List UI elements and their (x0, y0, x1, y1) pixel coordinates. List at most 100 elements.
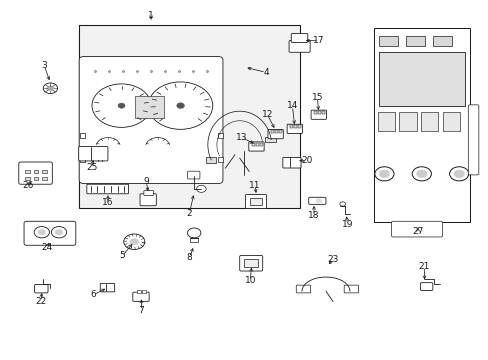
Bar (420, 112, 437, 131)
Bar (293, 125, 296, 128)
Text: 13: 13 (236, 133, 247, 142)
Circle shape (176, 103, 184, 108)
Circle shape (378, 170, 389, 178)
Bar (278, 130, 281, 134)
Bar (25, 177, 30, 180)
Bar (25, 170, 30, 172)
FancyBboxPatch shape (420, 283, 432, 291)
Text: 26: 26 (22, 181, 34, 190)
Text: 18: 18 (307, 211, 319, 220)
Circle shape (315, 199, 321, 203)
Bar (34, 177, 39, 180)
Bar (378, 51, 464, 106)
Bar (244, 259, 257, 267)
Bar (34, 170, 39, 172)
Text: 10: 10 (244, 276, 256, 285)
Circle shape (51, 226, 66, 238)
FancyBboxPatch shape (296, 285, 310, 293)
Bar (190, 238, 198, 242)
Text: 24: 24 (41, 243, 53, 252)
Text: 22: 22 (35, 297, 46, 306)
FancyBboxPatch shape (239, 256, 262, 271)
Text: 27: 27 (411, 227, 423, 236)
Circle shape (43, 83, 58, 94)
Bar (442, 112, 459, 131)
Circle shape (339, 202, 345, 206)
FancyBboxPatch shape (187, 171, 200, 179)
Bar (142, 290, 146, 293)
FancyBboxPatch shape (267, 130, 283, 139)
Text: 17: 17 (312, 36, 324, 45)
Circle shape (187, 228, 201, 238)
FancyBboxPatch shape (100, 283, 114, 292)
Bar (265, 137, 275, 142)
Circle shape (196, 185, 206, 192)
Circle shape (411, 167, 430, 181)
Bar (259, 143, 262, 146)
FancyBboxPatch shape (291, 33, 307, 42)
FancyBboxPatch shape (248, 142, 264, 151)
Circle shape (118, 103, 125, 108)
Text: 8: 8 (186, 253, 192, 262)
Circle shape (416, 170, 426, 178)
Bar (250, 198, 262, 206)
Bar (80, 133, 85, 138)
Bar (251, 143, 254, 146)
Bar (80, 157, 85, 162)
Circle shape (453, 170, 464, 178)
Bar (42, 170, 47, 172)
Text: 1: 1 (148, 12, 154, 21)
Text: 7: 7 (138, 306, 144, 315)
Bar (313, 111, 316, 114)
FancyBboxPatch shape (245, 194, 266, 208)
FancyBboxPatch shape (310, 110, 326, 119)
Circle shape (55, 229, 63, 235)
Bar (79, 25, 299, 208)
FancyBboxPatch shape (79, 147, 108, 161)
FancyBboxPatch shape (79, 57, 223, 184)
Text: 6: 6 (90, 290, 96, 299)
Circle shape (374, 167, 393, 181)
Text: 23: 23 (327, 255, 338, 264)
FancyBboxPatch shape (391, 221, 442, 237)
Bar (218, 157, 223, 162)
Text: 25: 25 (86, 163, 98, 172)
FancyBboxPatch shape (133, 292, 149, 301)
Bar (135, 96, 164, 118)
Bar (136, 290, 140, 293)
Bar (289, 125, 292, 128)
Bar (432, 36, 450, 46)
FancyBboxPatch shape (140, 194, 156, 206)
FancyBboxPatch shape (19, 162, 52, 184)
Text: 2: 2 (186, 209, 192, 218)
Text: 20: 20 (301, 156, 312, 165)
Text: 5: 5 (119, 251, 125, 260)
Text: 3: 3 (41, 61, 47, 70)
FancyBboxPatch shape (288, 40, 309, 52)
FancyBboxPatch shape (87, 184, 128, 194)
Bar (399, 112, 416, 131)
Bar (377, 112, 394, 131)
Text: 11: 11 (249, 181, 260, 190)
Circle shape (92, 84, 151, 127)
FancyBboxPatch shape (282, 157, 301, 168)
Bar (373, 28, 469, 222)
Text: 16: 16 (102, 198, 113, 207)
Bar (317, 111, 320, 114)
Circle shape (47, 86, 54, 91)
Bar (405, 36, 424, 46)
FancyBboxPatch shape (143, 190, 153, 195)
Bar (378, 36, 397, 46)
Bar (270, 130, 273, 134)
Text: 12: 12 (261, 110, 273, 119)
FancyBboxPatch shape (24, 221, 76, 245)
Circle shape (123, 234, 144, 249)
Bar (42, 177, 47, 180)
Circle shape (448, 167, 468, 181)
Text: 9: 9 (143, 177, 149, 186)
Bar (322, 111, 325, 114)
Circle shape (148, 82, 212, 129)
Bar (298, 125, 301, 128)
Bar (274, 130, 277, 134)
Text: 14: 14 (286, 102, 298, 111)
